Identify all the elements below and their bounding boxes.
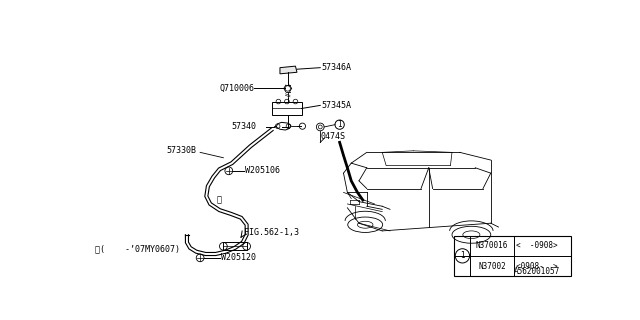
Text: N37002: N37002	[478, 261, 506, 270]
Text: 1: 1	[337, 120, 342, 129]
Text: 57330B: 57330B	[167, 146, 197, 155]
Text: <0908-  >: <0908- >	[516, 261, 558, 270]
Text: ※(    -’07MY0607): ※( -’07MY0607)	[95, 244, 180, 253]
Text: W205120: W205120	[221, 253, 256, 262]
Text: FIG.562-1,3: FIG.562-1,3	[244, 228, 300, 237]
Text: 57345A: 57345A	[322, 101, 352, 110]
Text: A562001057: A562001057	[515, 267, 561, 276]
Text: Q710006: Q710006	[220, 84, 255, 93]
Text: <  -0908>: < -0908>	[516, 241, 558, 250]
Text: N370016: N370016	[476, 241, 508, 250]
Bar	[272, 101, 301, 116]
Bar	[454, 236, 571, 276]
Polygon shape	[280, 66, 297, 74]
Text: 57346A: 57346A	[322, 63, 352, 72]
Text: W205106: W205106	[245, 166, 280, 175]
Bar	[223, 243, 246, 250]
Text: 1: 1	[460, 251, 465, 260]
Text: 57340: 57340	[231, 123, 256, 132]
Text: 0474S: 0474S	[320, 132, 345, 141]
Text: ※: ※	[217, 196, 222, 204]
